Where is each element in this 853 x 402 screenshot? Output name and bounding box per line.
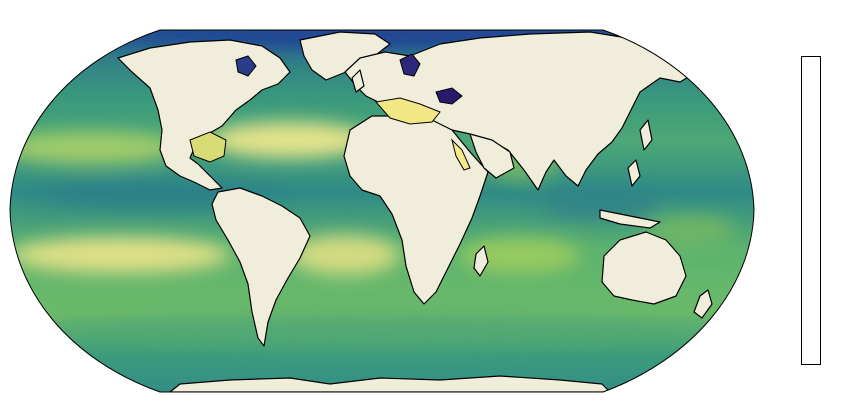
colorbar [801, 56, 821, 365]
inland-seas [189, 53, 471, 171]
salinity-map [9, 29, 755, 393]
ocean-field [10, 30, 754, 392]
globe-outline [9, 29, 755, 393]
land-masses [117, 31, 713, 392]
